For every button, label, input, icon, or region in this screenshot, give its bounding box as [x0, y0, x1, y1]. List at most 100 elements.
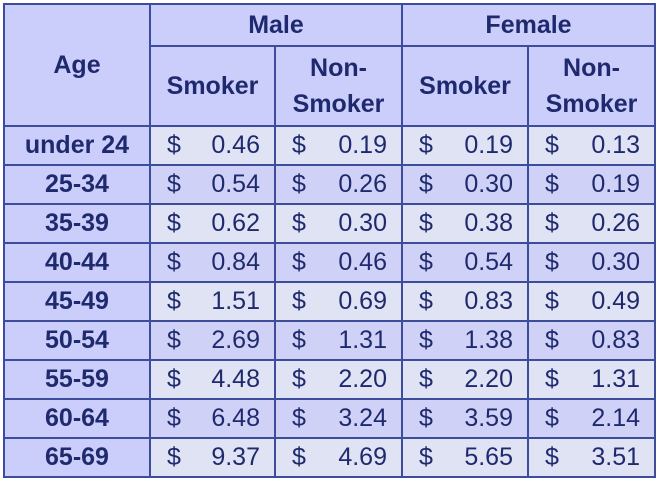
- price: $1.31: [276, 326, 401, 355]
- price-cell: $1.38: [401, 320, 529, 361]
- price-cell: $0.83: [526, 320, 657, 361]
- price: $4.69: [276, 443, 401, 472]
- price-cell: $0.26: [526, 203, 657, 244]
- price: $1.51: [151, 287, 274, 316]
- amount: 2.20: [338, 365, 387, 393]
- age-cell: 60-64: [3, 398, 151, 439]
- price-cell: $0.46: [149, 125, 276, 166]
- currency: $: [167, 170, 181, 198]
- price-cell: $1.31: [526, 359, 657, 400]
- amount: 5.65: [464, 443, 513, 471]
- amount: 0.54: [464, 248, 513, 276]
- price: $3.24: [276, 404, 401, 433]
- amount: 0.83: [464, 287, 513, 315]
- amount: 0.46: [338, 248, 387, 276]
- premium-table: Age Male Female Smoker Non-Smoker Smoker…: [3, 3, 657, 478]
- currency: $: [292, 248, 306, 276]
- amount: 0.19: [591, 170, 641, 198]
- currency: $: [292, 131, 306, 159]
- currency: $: [545, 365, 559, 393]
- price-cell: $4.69: [274, 437, 403, 478]
- price: $0.19: [276, 131, 401, 160]
- price-cell: $2.20: [274, 359, 403, 400]
- column-header: Smoker: [149, 45, 276, 127]
- currency: $: [545, 209, 559, 237]
- table-row: 65-69 $9.37 $4.69 $5.65 $3.51: [3, 437, 657, 478]
- age-cell: 40-44: [3, 242, 151, 283]
- price: $0.13: [529, 131, 654, 160]
- currency: $: [167, 443, 181, 471]
- table-row: 55-59 $4.48 $2.20 $2.20 $1.31: [3, 359, 657, 400]
- amount: 1.31: [591, 365, 641, 393]
- amount: 2.14: [591, 404, 641, 432]
- price: $2.20: [276, 365, 401, 394]
- price-cell: $5.65: [401, 437, 529, 478]
- price: $3.59: [403, 404, 527, 433]
- amount: 0.30: [338, 209, 387, 237]
- amount: 0.49: [591, 287, 641, 315]
- price: $0.19: [529, 170, 654, 199]
- currency: $: [545, 170, 559, 198]
- price-cell: $6.48: [149, 398, 276, 439]
- age-cell: 35-39: [3, 203, 151, 244]
- table-row: 45-49 $1.51 $0.69 $0.83 $0.49: [3, 281, 657, 322]
- price-cell: $3.59: [401, 398, 529, 439]
- amount: 4.48: [211, 365, 260, 393]
- price: $0.38: [403, 209, 527, 238]
- currency: $: [419, 326, 433, 354]
- amount: 0.54: [211, 170, 260, 198]
- price: $5.65: [403, 443, 527, 472]
- price-cell: $0.30: [401, 164, 529, 205]
- amount: 4.69: [338, 443, 387, 471]
- price: $0.83: [529, 326, 654, 355]
- amount: 0.62: [211, 209, 260, 237]
- currency: $: [292, 365, 306, 393]
- price: $0.19: [403, 131, 527, 160]
- amount: 0.38: [464, 209, 513, 237]
- price: $0.49: [529, 287, 654, 316]
- amount: 1.31: [338, 326, 387, 354]
- currency: $: [419, 131, 433, 159]
- currency: $: [545, 443, 559, 471]
- price: $0.62: [151, 209, 274, 238]
- age-cell: 45-49: [3, 281, 151, 322]
- price-cell: $2.20: [401, 359, 529, 400]
- price-cell: $0.54: [149, 164, 276, 205]
- table-row: 60-64 $6.48 $3.24 $3.59 $2.14: [3, 398, 657, 439]
- currency: $: [419, 170, 433, 198]
- amount: 2.69: [211, 326, 260, 354]
- currency: $: [292, 287, 306, 315]
- price-cell: $0.54: [401, 242, 529, 283]
- price-cell: $0.30: [526, 242, 657, 283]
- currency: $: [545, 131, 559, 159]
- price: $2.69: [151, 326, 274, 355]
- column-header: Non-Smoker: [274, 45, 403, 127]
- currency: $: [167, 131, 181, 159]
- price-cell: $2.69: [149, 320, 276, 361]
- currency: $: [167, 404, 181, 432]
- price-cell: $0.19: [274, 125, 403, 166]
- amount: 0.26: [591, 209, 641, 237]
- amount: 2.20: [464, 365, 513, 393]
- amount: 0.30: [591, 248, 641, 276]
- currency: $: [419, 209, 433, 237]
- amount: 1.51: [211, 287, 260, 315]
- price: $0.46: [151, 131, 274, 160]
- currency: $: [292, 170, 306, 198]
- amount: 0.83: [591, 326, 641, 354]
- currency: $: [545, 404, 559, 432]
- amount: 6.48: [211, 404, 260, 432]
- price-cell: $0.13: [526, 125, 657, 166]
- age-cell: 25-34: [3, 164, 151, 205]
- currency: $: [167, 248, 181, 276]
- amount: 0.30: [464, 170, 513, 198]
- currency: $: [419, 365, 433, 393]
- price: $0.84: [151, 248, 274, 277]
- price-cell: $2.14: [526, 398, 657, 439]
- price: $1.31: [529, 365, 654, 394]
- price: $0.30: [529, 248, 654, 277]
- currency: $: [167, 209, 181, 237]
- amount: 0.13: [591, 131, 641, 159]
- column-header: Non-Smoker: [526, 45, 657, 127]
